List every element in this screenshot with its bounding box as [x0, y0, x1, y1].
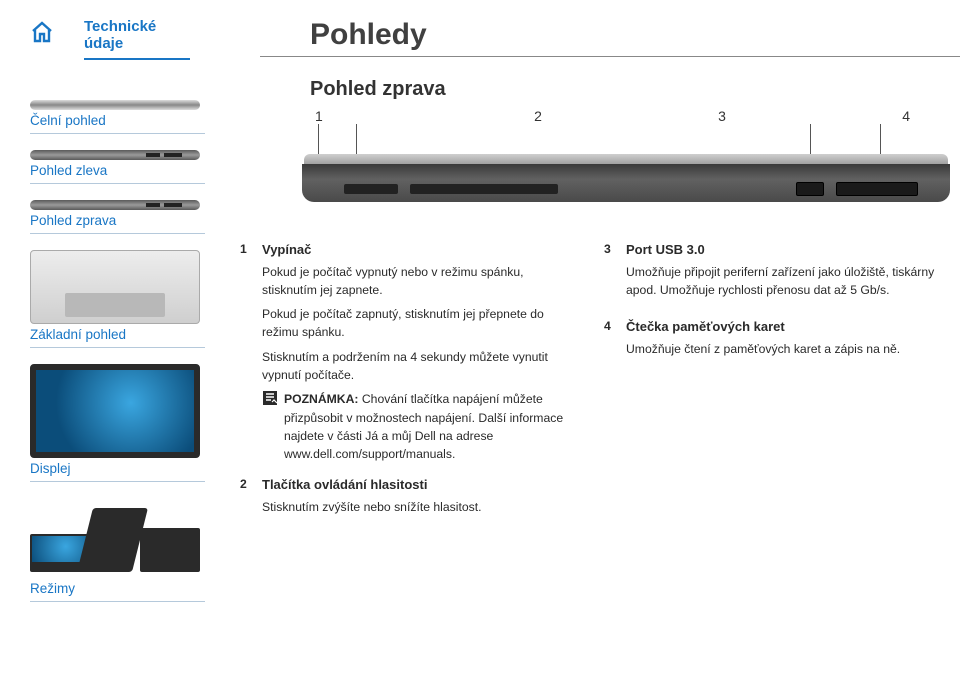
thumb-modes-icon [30, 498, 200, 578]
feature-number: 3 [604, 240, 626, 305]
callout-3: 3 [718, 108, 726, 124]
sidebar-item-label: Pohled zprava [30, 210, 205, 234]
feature-text: Pokud je počítač zapnutý, stisknutím jej… [262, 305, 576, 342]
product-side-view [302, 128, 952, 206]
feature-heading: Port USB 3.0 [626, 240, 940, 260]
feature-item-1: 1 Vypínač Pokud je počítač vypnutý nebo … [240, 240, 576, 463]
feature-number: 4 [604, 317, 626, 364]
feature-item-3: 3 Port USB 3.0 Umožňuje připojit perifer… [604, 240, 940, 305]
feature-heading: Tlačítka ovládání hlasitosti [262, 475, 481, 495]
thumb-left-icon [30, 150, 200, 160]
callout-2: 2 [534, 108, 542, 124]
sidebar-item-front-view[interactable]: Čelní pohled [30, 100, 230, 134]
sidebar-item-modes[interactable]: Režimy [30, 498, 230, 602]
feature-text: Pokud je počítač vypnutý nebo v režimu s… [262, 263, 576, 300]
sidebar-item-display[interactable]: Displej [30, 364, 230, 482]
title-rule [260, 56, 960, 57]
callout-1: 1 [315, 108, 323, 124]
content-columns: 1 Vypínač Pokud je počítač vypnutý nebo … [240, 240, 940, 534]
note-icon [262, 390, 278, 406]
callout-4: 4 [902, 108, 910, 124]
sidebar: Čelní pohled Pohled zleva Pohled zprava … [30, 100, 230, 618]
sidebar-item-label: Displej [30, 458, 205, 482]
sidebar-item-label: Režimy [30, 578, 205, 602]
column-right: 3 Port USB 3.0 Umožňuje připojit perifer… [604, 240, 940, 534]
sidebar-item-base-view[interactable]: Základní pohled [30, 250, 230, 348]
feature-text: Umožňuje čtení z paměťových karet a zápi… [626, 340, 900, 358]
feature-item-4: 4 Čtečka paměťových karet Umožňuje čtení… [604, 317, 940, 364]
callout-numbers: 1 2 3 4 [310, 108, 920, 124]
note-text: POZNÁMKA: Chování tlačítka napájení může… [284, 390, 576, 463]
feature-number: 2 [240, 475, 262, 522]
thumb-display-icon [30, 364, 200, 458]
feature-heading: Vypínač [262, 240, 576, 260]
thumb-base-icon [30, 250, 200, 324]
sidebar-item-label: Základní pohled [30, 324, 205, 348]
feature-number: 1 [240, 240, 262, 463]
sidebar-item-label: Pohled zleva [30, 160, 205, 184]
feature-item-2: 2 Tlačítka ovládání hlasitosti Stisknutí… [240, 475, 576, 522]
sidebar-item-right-view[interactable]: Pohled zprava [30, 200, 230, 234]
column-left: 1 Vypínač Pokud je počítač vypnutý nebo … [240, 240, 576, 534]
home-icon[interactable] [30, 20, 54, 49]
page-title: Pohledy [310, 18, 960, 52]
note-block: POZNÁMKA: Chování tlačítka napájení může… [262, 390, 576, 463]
feature-text: Stisknutím zvýšíte nebo snížíte hlasitos… [262, 498, 481, 516]
nav-link-tech-specs[interactable]: Technické údaje [84, 18, 190, 60]
sidebar-item-label: Čelní pohled [30, 110, 205, 134]
section-title: Pohled zprava [310, 78, 960, 101]
thumb-front-icon [30, 100, 200, 110]
sidebar-item-left-view[interactable]: Pohled zleva [30, 150, 230, 184]
feature-text: Umožňuje připojit periferní zařízení jak… [626, 263, 940, 300]
thumb-right-icon [30, 200, 200, 210]
feature-heading: Čtečka paměťových karet [626, 317, 900, 337]
feature-text: Stisknutím a podržením na 4 sekundy může… [262, 348, 576, 385]
title-block: Pohledy [260, 18, 960, 57]
